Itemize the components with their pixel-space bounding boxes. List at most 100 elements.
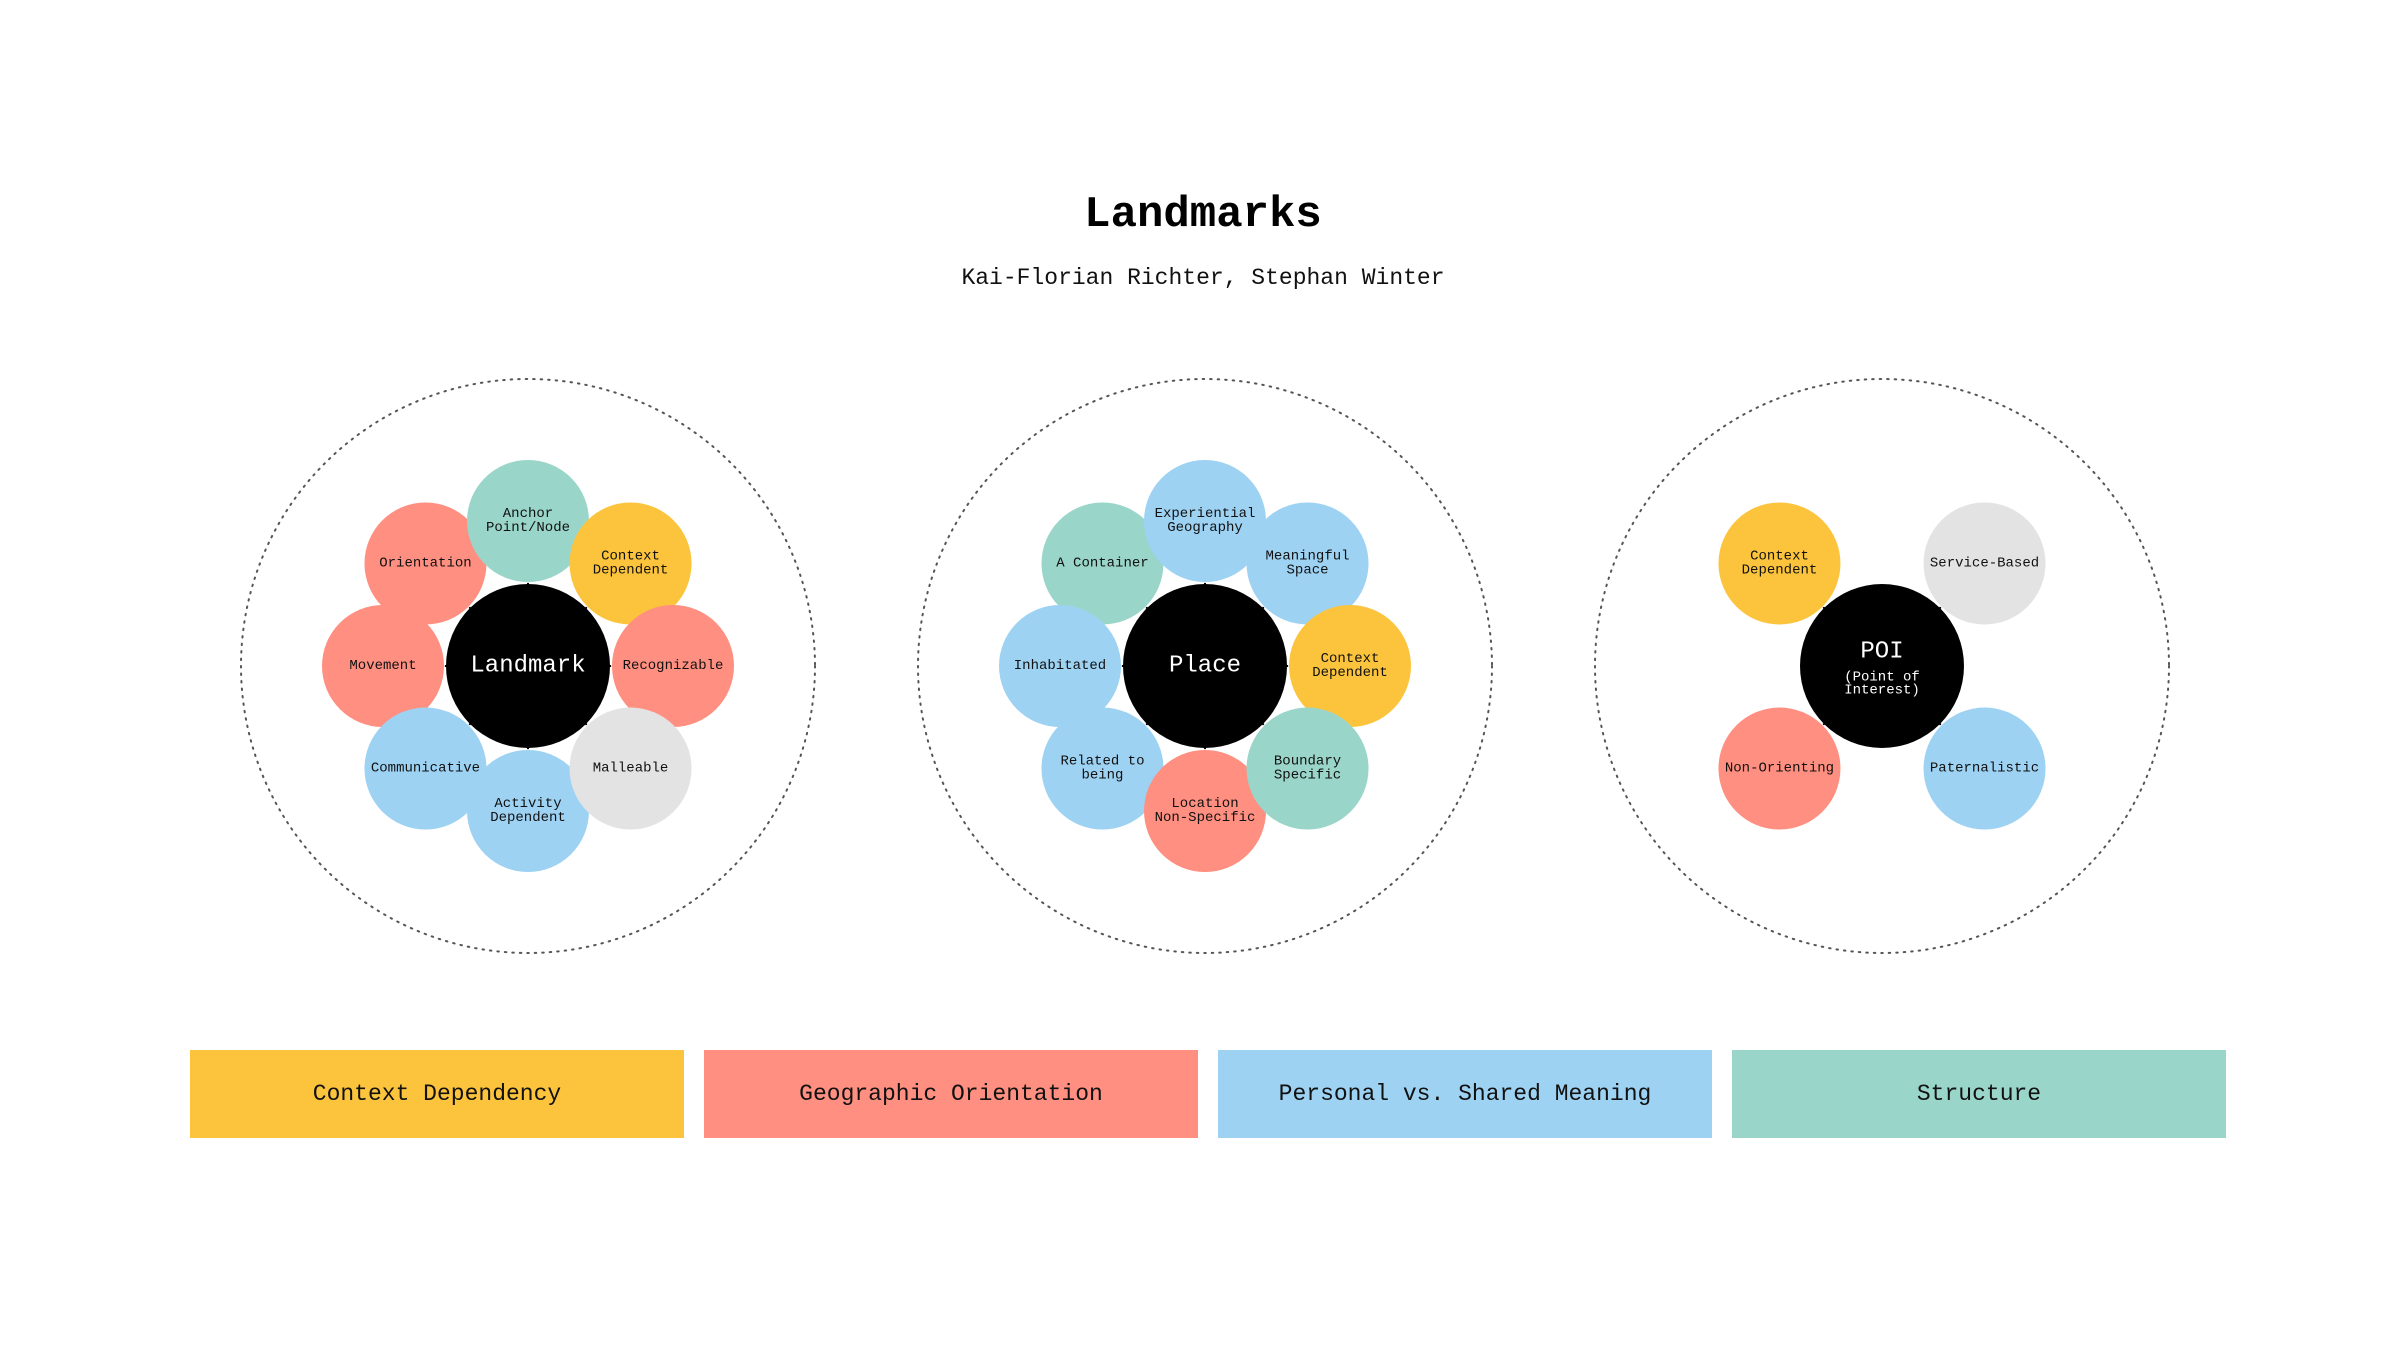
place-arrow-a-container	[1145, 606, 1154, 615]
legend-label-personal: Personal vs. Shared Meaning	[1279, 1081, 1652, 1107]
place-node-meaningful-space-circle	[1246, 502, 1369, 625]
place-arrow-related-to-being	[1145, 717, 1154, 726]
place-node-a-container: A Container	[1041, 502, 1164, 625]
landmark-node-activity-dependent-circle	[467, 750, 589, 872]
place-cluster: Place A Container Experiential Geography Mea…	[917, 378, 1493, 954]
legend-label-geographic: Geographic Orientation	[799, 1081, 1103, 1107]
poi-cluster: POI (Point of Interest) Context Dependent Ser…	[1594, 378, 2170, 954]
landmark-node-communicative-label: Communicative	[371, 761, 480, 777]
poi-hub-label: POI	[1860, 639, 1903, 666]
landmark-hub-label: Landmark	[470, 653, 585, 680]
place-node-a-container-label: A Container	[1056, 555, 1148, 571]
place-node-meaningful-space-label: Meaningful Space	[1266, 548, 1350, 578]
landmark-node-movement-label: Movement	[349, 658, 416, 674]
landmark-node-movement-circle	[322, 605, 444, 727]
landmark-node-recognizable-label: Recognizable	[623, 658, 724, 674]
landmark-arrow-communicative	[468, 717, 477, 726]
place-node-boundary-specific-circle	[1246, 707, 1369, 830]
place-node-context-dependent: Context Dependent	[1289, 605, 1411, 727]
landmark-arrow-malleable	[579, 717, 588, 726]
poi-node-paternalistic-circle	[1923, 707, 2046, 830]
place-node-location-non-specific-label: Location Non-Specific	[1155, 796, 1256, 826]
poi-node-context-dependent-label: Context Dependent	[1742, 548, 1818, 578]
legend: Context Dependency Geographic Orientation…	[190, 1050, 2226, 1138]
poi-arrow-service-based	[1933, 606, 1942, 615]
poi-node-service-based-label: Service-Based	[1930, 555, 2039, 571]
poi-arrow-non-orienting	[1822, 717, 1831, 726]
place-arrow-meaningful-space	[1256, 606, 1265, 615]
legend-swatch-geographic	[704, 1050, 1198, 1138]
place-node-inhabitated: Inhabitated	[999, 605, 1121, 727]
poi-node-context-dependent: Context Dependent	[1718, 502, 1841, 625]
place-node-location-non-specific-circle	[1144, 750, 1266, 872]
page-title: Landmarks	[1084, 190, 1322, 240]
landmark-node-communicative: Communicative	[364, 707, 487, 830]
poi-node-non-orienting-label: Non-Orienting	[1725, 761, 1834, 777]
place-node-context-dependent-circle	[1289, 605, 1411, 727]
place-hub	[1123, 584, 1287, 748]
poi-node-service-based-circle	[1923, 502, 2046, 625]
landmark-node-communicative-circle	[364, 707, 487, 830]
page-subtitle: Kai-Florian Richter, Stephan Winter	[961, 265, 1444, 291]
landmark-node-context-dependent: Context Dependent	[569, 502, 692, 625]
legend-label-context: Context Dependency	[313, 1081, 562, 1107]
poi-node-non-orienting: Non-Orienting	[1718, 707, 1841, 830]
landmark-node-anchor-point-node-circle	[467, 460, 589, 582]
landmark-node-activity-dependent-label: Activity Dependent	[490, 796, 566, 826]
landmark-node-malleable: Malleable	[569, 707, 692, 830]
landmark-node-anchor-point-node-label: Anchor Point/Node	[486, 506, 570, 536]
poi-node-non-orienting-circle	[1718, 707, 1841, 830]
place-node-inhabitated-circle	[999, 605, 1121, 727]
poi-node-context-dependent-circle	[1718, 502, 1841, 625]
landmark-node-anchor-point-node: Anchor Point/Node	[467, 460, 589, 582]
landmark-node-activity-dependent: Activity Dependent	[467, 750, 589, 872]
place-arrow-boundary-specific	[1256, 717, 1265, 726]
place-boundary	[917, 378, 1493, 954]
legend-label-structure: Structure	[1917, 1081, 2041, 1107]
place-node-related-to-being: Related to being	[1041, 707, 1164, 830]
place-node-related-to-being-label: Related to being	[1060, 754, 1144, 784]
place-node-boundary-specific: Boundary Specific	[1246, 707, 1369, 830]
landmark-node-orientation-circle	[364, 502, 487, 625]
place-node-experiential-geography-label: Experiential Geography	[1155, 506, 1256, 536]
poi-node-paternalistic: Paternalistic	[1923, 707, 2046, 830]
place-node-inhabitated-label: Inhabitated	[1014, 658, 1106, 674]
place-node-experiential-geography-circle	[1144, 460, 1266, 582]
landmark-node-context-dependent-circle	[569, 502, 692, 625]
concept-clusters: Landmark Orientation Anchor Point/Node Conte…	[240, 378, 2170, 954]
place-hub-label: Place	[1169, 653, 1241, 680]
landmark-hub	[446, 584, 610, 748]
legend-swatch-context	[190, 1050, 684, 1138]
landmark-arrow-orientation	[468, 606, 477, 615]
place-node-boundary-specific-label: Boundary Specific	[1274, 754, 1341, 784]
landmark-node-malleable-label: Malleable	[593, 761, 669, 777]
landmark-node-movement: Movement	[322, 605, 444, 727]
poi-arrow-context-dependent	[1822, 606, 1831, 615]
legend-item-context: Context Dependency	[190, 1050, 684, 1138]
place-node-experiential-geography: Experiential Geography	[1144, 460, 1266, 582]
poi-hub-sublabel: (Point of Interest)	[1844, 670, 1920, 699]
landmark-arrow-context-dependent	[579, 606, 588, 615]
place-node-meaningful-space: Meaningful Space	[1246, 502, 1369, 625]
place-node-a-container-circle	[1041, 502, 1164, 625]
legend-item-geographic: Geographic Orientation	[704, 1050, 1198, 1138]
landmark-boundary	[240, 378, 816, 954]
legend-item-structure: Structure	[1732, 1050, 2226, 1138]
poi-boundary	[1594, 378, 2170, 954]
landmark-node-orientation: Orientation	[364, 502, 487, 625]
poi-hub	[1800, 584, 1964, 748]
landmark-node-orientation-label: Orientation	[379, 555, 471, 571]
landmark-node-recognizable: Recognizable	[612, 605, 734, 727]
place-node-related-to-being-circle	[1041, 707, 1164, 830]
legend-swatch-personal	[1218, 1050, 1712, 1138]
poi-node-service-based: Service-Based	[1923, 502, 2046, 625]
landmark-cluster: Landmark Orientation Anchor Point/Node Conte…	[240, 378, 816, 954]
place-node-location-non-specific: Location Non-Specific	[1144, 750, 1266, 872]
legend-swatch-structure	[1732, 1050, 2226, 1138]
landmark-node-recognizable-circle	[612, 605, 734, 727]
poi-node-paternalistic-label: Paternalistic	[1930, 761, 2039, 777]
landmark-node-malleable-circle	[569, 707, 692, 830]
poi-arrow-paternalistic	[1933, 717, 1942, 726]
landmark-node-context-dependent-label: Context Dependent	[593, 548, 669, 578]
